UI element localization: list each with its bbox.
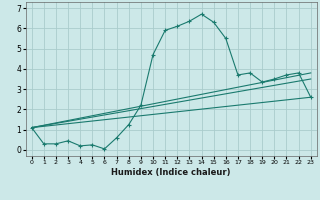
X-axis label: Humidex (Indice chaleur): Humidex (Indice chaleur) (111, 168, 231, 177)
